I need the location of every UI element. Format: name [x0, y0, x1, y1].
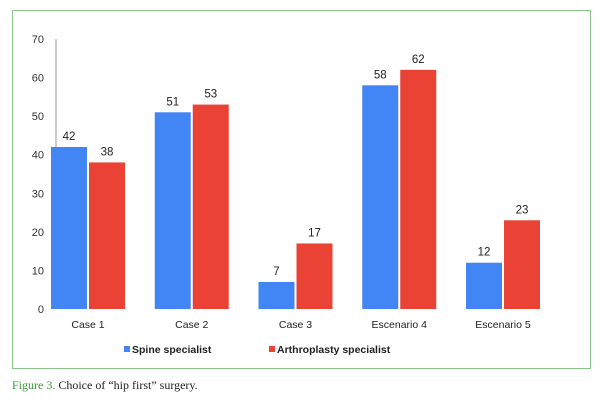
x-tick-label: Escenario 5: [475, 319, 531, 331]
bar: [504, 220, 540, 309]
data-label: 17: [308, 227, 321, 239]
bar: [154, 112, 191, 310]
bar: [362, 85, 399, 310]
legend-swatch: [124, 346, 130, 352]
x-tick-label: Escenario 4: [372, 319, 428, 331]
y-tick-label: 20: [32, 227, 44, 239]
data-label: 51: [166, 96, 179, 108]
y-tick-label: 50: [32, 111, 44, 123]
data-label: 12: [478, 247, 491, 259]
data-label: 38: [101, 146, 114, 158]
data-label: 62: [412, 54, 425, 66]
data-label: 53: [204, 89, 217, 101]
data-label: 23: [516, 204, 529, 216]
bar: [296, 243, 333, 309]
y-tick-label: 30: [32, 188, 44, 200]
y-tick-label: 10: [32, 265, 44, 277]
figure-caption: Figure 3. Choice of “hip first” surgery.: [12, 378, 198, 393]
legend-swatch: [269, 346, 275, 352]
y-tick-label: 40: [32, 150, 44, 162]
chart-frame: [12, 10, 591, 369]
bar: [400, 69, 437, 309]
legend-label: Spine specialist: [132, 344, 212, 356]
bar: [51, 147, 87, 309]
y-tick-label: 70: [32, 34, 44, 46]
x-tick-label: Case 2: [175, 319, 208, 331]
data-label: 7: [273, 266, 279, 278]
y-tick-label: 60: [32, 73, 44, 85]
caption-text: Choice of “hip first” surgery.: [55, 378, 198, 392]
bar: [89, 162, 125, 309]
caption-label: Figure 3.: [12, 378, 56, 392]
x-tick-label: Case 3: [279, 319, 312, 331]
bar: [258, 282, 295, 309]
y-tick-label: 0: [38, 304, 44, 316]
bar: [192, 104, 229, 309]
legend-label: Arthroplasty specialist: [277, 344, 391, 356]
data-label: 42: [63, 131, 76, 143]
x-tick-label: Case 1: [71, 319, 104, 331]
data-label: 58: [374, 69, 387, 81]
bar: [466, 262, 502, 309]
